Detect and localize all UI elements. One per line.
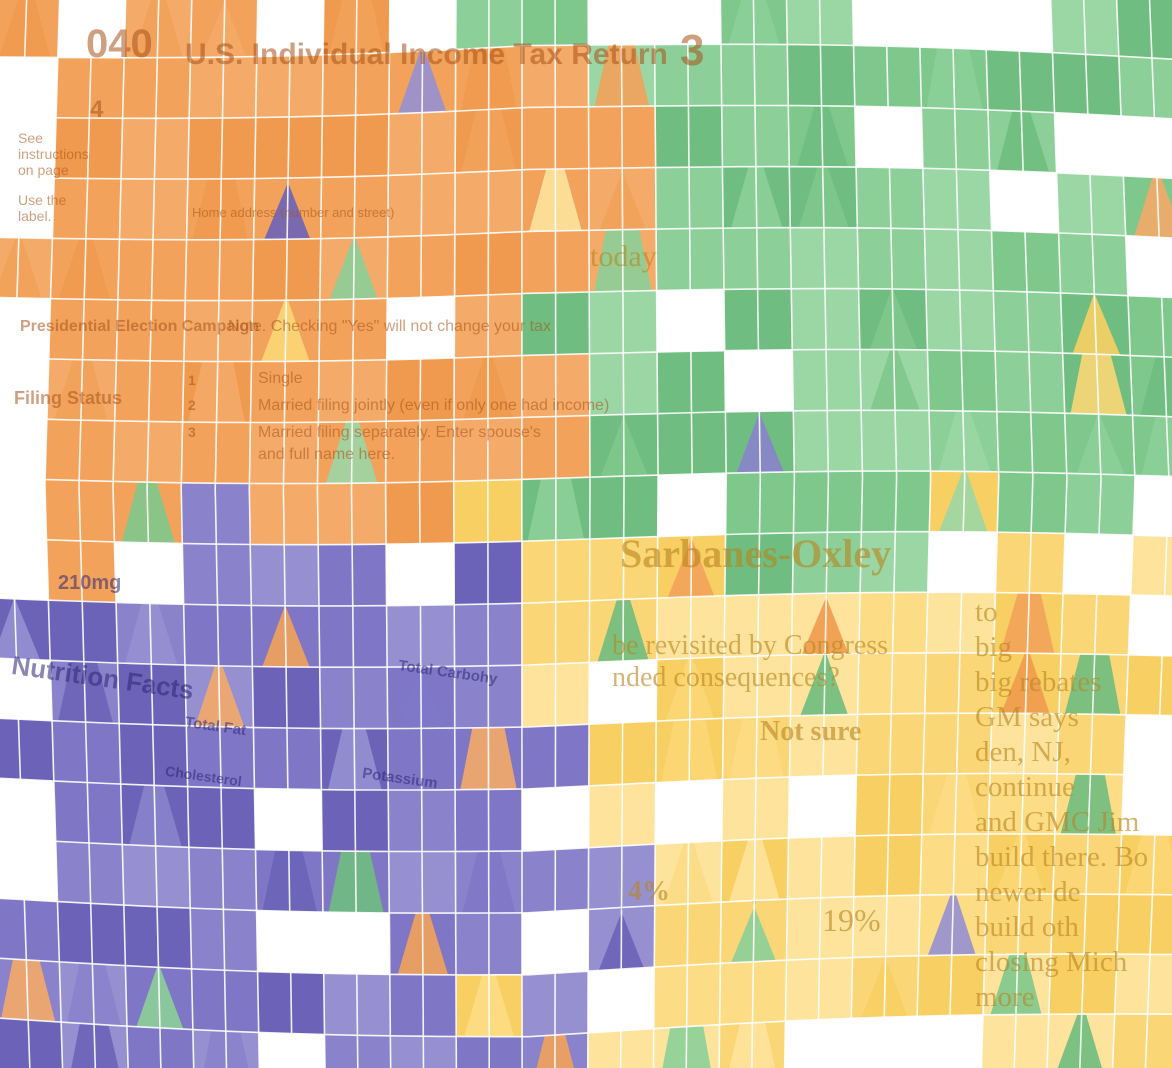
column-line: den, NJ,	[975, 736, 1071, 768]
grid-line-vertical	[78, 0, 97, 1068]
column-line: to	[975, 596, 998, 628]
grid-line-horizontal	[0, 953, 1172, 976]
tile-green	[1127, 295, 1172, 358]
tile-yellow	[1114, 954, 1172, 1015]
column-line: big	[975, 631, 1013, 663]
weave-strip	[1057, 1014, 1103, 1068]
grid-line-horizontal	[0, 104, 1172, 120]
grid-line-vertical	[282, 0, 293, 1068]
newspaper-column: to big big rebates GM says den, NJ, continue a…	[975, 595, 1171, 1065]
weave-strip	[1072, 294, 1121, 356]
weave-strip	[58, 238, 110, 300]
column-line: big rebates	[975, 666, 1102, 698]
grid-line-horizontal	[0, 226, 1172, 241]
grid-line-vertical	[554, 0, 557, 1068]
grid-line-vertical	[619, 0, 625, 1068]
grid-line-horizontal	[0, 772, 1172, 791]
weave-strip	[0, 598, 41, 660]
weave-strip	[52, 419, 106, 482]
column-line: build oth	[975, 911, 1079, 943]
column-line: newer de	[975, 876, 1081, 908]
grid-line-vertical	[9, 0, 31, 1068]
grid-line-vertical	[146, 0, 162, 1068]
weave-strip	[54, 359, 108, 421]
weave-strip	[1060, 774, 1116, 835]
grid-line-vertical	[1079, 0, 1102, 1068]
weave-strip	[1001, 653, 1050, 714]
tile-yellow	[1116, 894, 1172, 955]
weave-strip	[1141, 416, 1172, 477]
weave-strip	[0, 237, 42, 299]
grid-line-vertical	[418, 0, 425, 1068]
grid-line-vertical	[350, 0, 359, 1068]
weave-strip	[1000, 592, 1055, 654]
weave-strip	[58, 661, 113, 724]
column-line: more	[975, 981, 1035, 1013]
grid-line-vertical	[947, 0, 966, 1068]
weave-strip	[56, 600, 112, 663]
tile-purple	[0, 898, 60, 962]
grid-line-vertical	[751, 0, 762, 1068]
weave-strip	[927, 894, 976, 956]
weave-strip	[926, 47, 983, 110]
weave-strip	[1125, 834, 1172, 895]
grid-line-horizontal	[0, 591, 1172, 607]
tile-purple	[0, 1018, 63, 1068]
tile-green	[1118, 56, 1172, 119]
grid-line-vertical	[685, 0, 694, 1068]
column-line: continue	[975, 771, 1075, 803]
column-line: build there. Bo	[975, 841, 1149, 873]
tile-green	[1116, 0, 1172, 60]
weave-strip	[1066, 714, 1115, 775]
weave-strip	[934, 592, 986, 653]
tile-purple	[0, 718, 54, 781]
grid-line-vertical	[816, 0, 830, 1068]
tile-yellow	[1130, 535, 1172, 597]
weave-strip	[67, 963, 121, 1026]
grid-line-horizontal	[0, 470, 1172, 485]
grid-line-horizontal	[0, 893, 1172, 914]
tile-yellow	[1112, 1014, 1172, 1068]
weave-strip	[1, 959, 56, 1022]
weave-strip	[1076, 414, 1125, 475]
grid-line-horizontal	[0, 833, 1172, 853]
column-line: GM says	[975, 701, 1079, 733]
column-line: closing Mich	[975, 946, 1128, 978]
weave-strip	[1064, 653, 1121, 715]
weave-strip	[938, 471, 988, 533]
grid-line-horizontal	[0, 530, 1172, 546]
weave-strip	[997, 110, 1050, 173]
grid-line-vertical	[1144, 0, 1170, 1068]
weave-strip	[1134, 177, 1172, 238]
weave-strip	[990, 954, 1042, 1015]
grid-line-horizontal	[0, 348, 1172, 363]
grid-line-horizontal	[0, 43, 1172, 61]
weave-strip	[995, 833, 1045, 895]
grid-line-horizontal	[0, 409, 1172, 424]
column-line: and GMC Jim	[975, 806, 1140, 838]
grid-line-horizontal	[0, 651, 1172, 668]
grid-line-vertical	[882, 0, 898, 1068]
grid-line-vertical	[1013, 0, 1034, 1068]
weave-strip	[1070, 353, 1127, 416]
grid-line-horizontal	[0, 712, 1172, 730]
grid-line-horizontal	[0, 287, 1172, 302]
grid-line-vertical	[214, 0, 228, 1068]
grid-line-vertical	[487, 0, 490, 1068]
weave-strip	[938, 410, 991, 472]
grid-line-horizontal	[0, 1013, 1172, 1038]
grid-line-horizontal	[0, 165, 1172, 180]
